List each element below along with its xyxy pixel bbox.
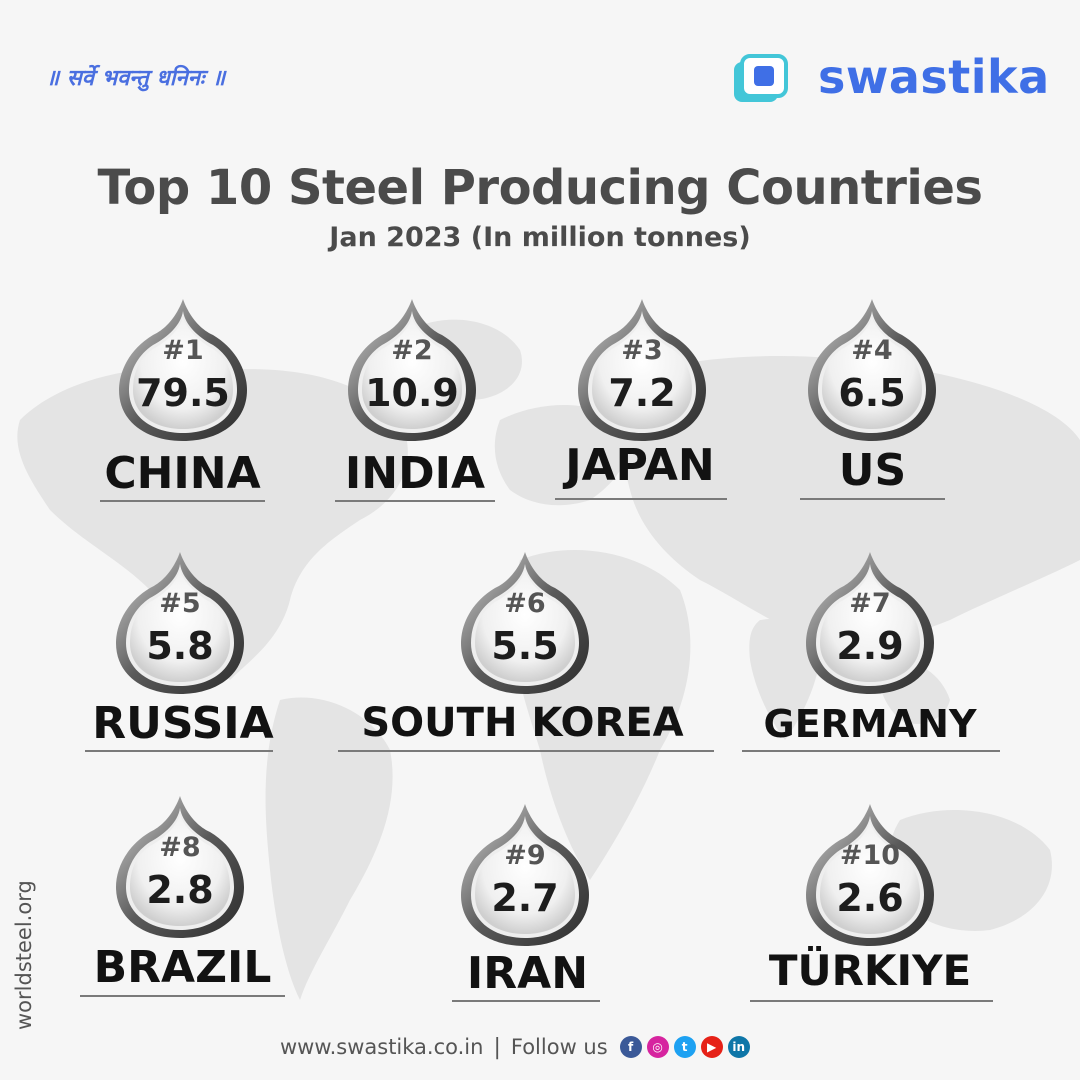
country-name: US (838, 445, 907, 496)
rank-badge: #4 6.5 (802, 295, 942, 445)
drop-icon (119, 299, 247, 441)
country-underline (800, 498, 945, 500)
country-underline (335, 500, 495, 502)
country-underline (85, 750, 273, 752)
rank-label: #2 (391, 335, 433, 366)
rank-value: 6.5 (838, 371, 906, 415)
country-underline (100, 500, 265, 502)
rank-value: 2.7 (491, 876, 559, 920)
source-credit: worldsteel.org (12, 880, 36, 1030)
country-underline (452, 1000, 600, 1002)
drop-icon (461, 552, 589, 694)
rank-badge: #1 79.5 (113, 295, 253, 445)
country-underline (742, 750, 1000, 752)
facebook-icon[interactable]: f (619, 1036, 642, 1058)
rank-badge: #8 2.8 (110, 792, 250, 942)
rank-badge: #10 2.6 (800, 800, 940, 950)
rank-label: #7 (849, 588, 891, 619)
footer: www.swastika.co.in | Follow us f ◎ t ▶ i… (280, 1032, 755, 1062)
drop-icon (461, 804, 589, 946)
rank-value: 7.2 (608, 371, 676, 415)
rank-badge: #7 2.9 (800, 548, 940, 698)
rank-label: #8 (159, 832, 201, 863)
rank-label: #9 (504, 840, 546, 871)
rank-label: #6 (504, 588, 546, 619)
country-underline (338, 750, 714, 752)
footer-separator: | (493, 1034, 501, 1060)
country-name: INDIA (344, 448, 486, 499)
country-name: IRAN (466, 948, 589, 999)
follow-label: Follow us (510, 1035, 608, 1059)
rank-badge: #6 5.5 (455, 548, 595, 698)
country-underline (80, 995, 285, 997)
country-name: RUSSIA (92, 698, 274, 749)
drop-icon (116, 796, 244, 938)
country-name: BRAZIL (93, 942, 272, 993)
country-name: SOUTH KOREA (361, 700, 684, 746)
country-name: GERMANY (763, 702, 977, 746)
drop-icon (348, 299, 476, 441)
country-underline (750, 1000, 993, 1002)
page-title: Top 10 Steel Producing Countries (97, 160, 983, 216)
rank-badge: #5 5.8 (110, 548, 250, 698)
rank-value: 79.5 (136, 371, 230, 415)
rank-value: 2.8 (146, 868, 214, 912)
rank-badge: #3 7.2 (572, 295, 712, 445)
swastika-logo-icon (734, 54, 788, 102)
rank-value: 5.5 (491, 624, 559, 668)
drop-icon (806, 552, 934, 694)
rank-value: 2.9 (836, 624, 904, 668)
instagram-icon[interactable]: ◎ (646, 1036, 669, 1058)
rank-value: 10.9 (365, 371, 459, 415)
rank-label: #5 (159, 588, 201, 619)
rank-value: 2.6 (836, 876, 904, 920)
brand-name: swastika (818, 50, 1050, 104)
social-links: f ◎ t ▶ in (619, 1036, 755, 1058)
rank-label: #1 (162, 335, 204, 366)
country-name: TÜRKIYE (768, 946, 972, 995)
rank-value: 5.8 (146, 624, 214, 668)
youtube-icon[interactable]: ▶ (700, 1036, 723, 1058)
linkedin-icon[interactable]: in (727, 1036, 750, 1058)
website-link[interactable]: www.swastika.co.in (280, 1035, 484, 1059)
twitter-icon[interactable]: t (673, 1036, 696, 1058)
drop-icon (116, 552, 244, 694)
page-subtitle: Jan 2023 (In million tonnes) (329, 222, 751, 253)
rank-label: #10 (839, 840, 901, 871)
drop-icon (578, 299, 706, 441)
rank-label: #4 (851, 335, 893, 366)
drop-icon (808, 299, 936, 441)
country-name: CHINA (104, 448, 261, 499)
country-name: JAPAN (565, 440, 715, 491)
country-underline (555, 498, 727, 500)
drop-icon (806, 804, 934, 946)
tagline: ॥ सर्वे भवन्तु धनिनः ॥ (46, 66, 226, 91)
rank-label: #3 (621, 335, 663, 366)
rank-badge: #9 2.7 (455, 800, 595, 950)
rank-badge: #2 10.9 (342, 295, 482, 445)
